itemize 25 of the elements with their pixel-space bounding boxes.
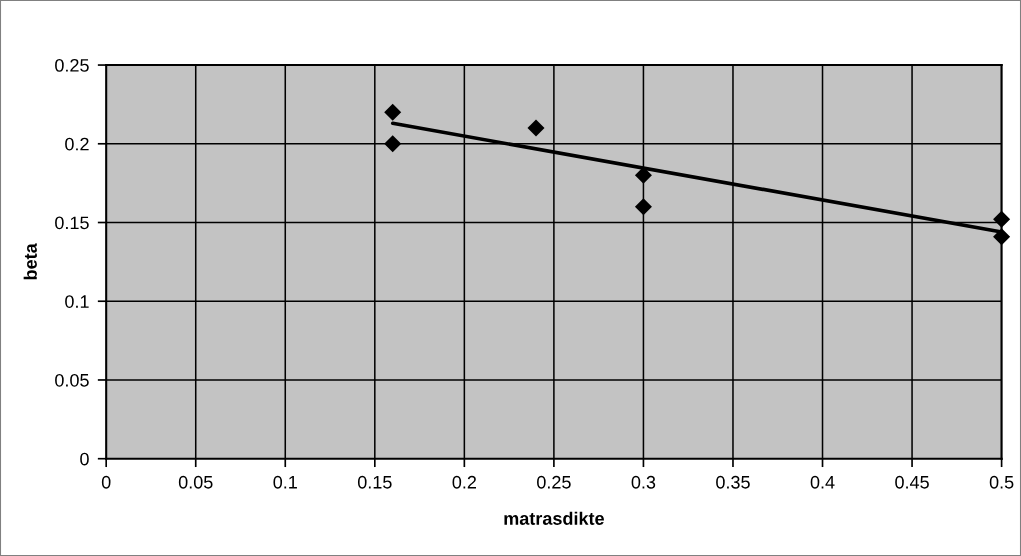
y-axis-title: beta (23, 243, 37, 280)
x-tick-label: 0.35 (716, 475, 750, 489)
x-tick-label: 0.45 (895, 475, 929, 489)
x-tick-label: 0.15 (357, 475, 392, 489)
y-tick-label: 0.05 (55, 373, 89, 387)
point (634, 198, 652, 216)
point (527, 119, 545, 137)
point (384, 103, 402, 121)
y-tick-label: 0 (80, 452, 89, 466)
x-tick-label: 0.1 (273, 475, 297, 489)
y-tick-label: 0.25 (55, 58, 89, 72)
point (384, 135, 402, 153)
y-tick-label: 0.1 (65, 295, 89, 308)
x-tick-label: 0 (101, 475, 111, 489)
y-tick-label: 0.2 (65, 137, 89, 151)
point (993, 210, 1011, 228)
x-tick-label: 0.4 (810, 475, 835, 489)
point (993, 228, 1011, 246)
x-tick-label: 0.05 (178, 475, 213, 489)
x-tick-label: 0.3 (631, 475, 656, 489)
x-axis-title: matrasdikte (504, 511, 604, 525)
y-tick-label: 0.15 (55, 216, 89, 230)
x-tick-label: 0.2 (452, 475, 476, 489)
x-tick-label: 0.5 (989, 475, 1014, 489)
x-tick-label: 0.25 (537, 475, 571, 489)
